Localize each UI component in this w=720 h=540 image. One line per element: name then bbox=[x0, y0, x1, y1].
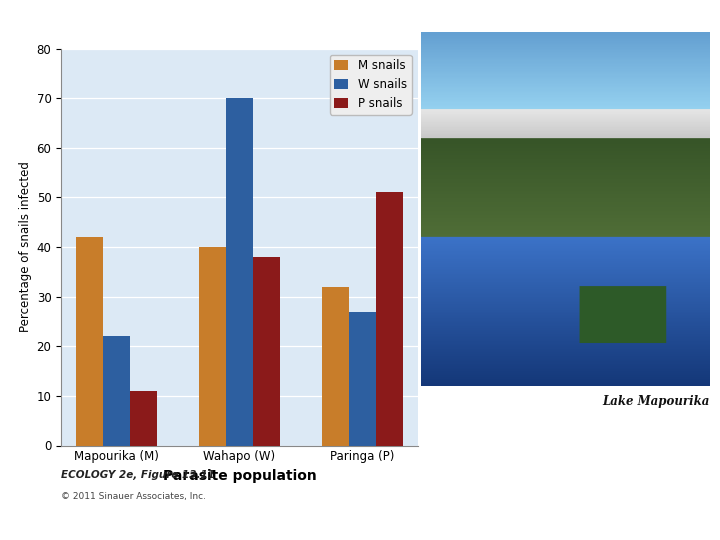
Bar bbox=[253, 257, 280, 445]
X-axis label: Parasite population: Parasite population bbox=[163, 469, 316, 483]
Bar bbox=[322, 287, 348, 446]
Bar bbox=[103, 336, 130, 446]
Bar bbox=[199, 247, 226, 446]
Bar bbox=[76, 237, 103, 446]
Bar bbox=[376, 192, 403, 446]
Bar bbox=[226, 98, 253, 446]
Bar bbox=[348, 312, 376, 446]
Text: © 2011 Sinauer Associates, Inc.: © 2011 Sinauer Associates, Inc. bbox=[61, 492, 206, 502]
Legend: M snails, W snails, P snails: M snails, W snails, P snails bbox=[330, 55, 412, 115]
Text: Figure 13.11  Adaptation by Parasites to Local Host Populations: Figure 13.11 Adaptation by Parasites to … bbox=[7, 9, 470, 24]
Y-axis label: Percentage of snails infected: Percentage of snails infected bbox=[19, 161, 32, 333]
Text: ECOLOGY 2e, Figure 13.11: ECOLOGY 2e, Figure 13.11 bbox=[61, 470, 215, 480]
Text: Lake Mapourika: Lake Mapourika bbox=[602, 395, 709, 408]
Bar bbox=[130, 391, 157, 446]
